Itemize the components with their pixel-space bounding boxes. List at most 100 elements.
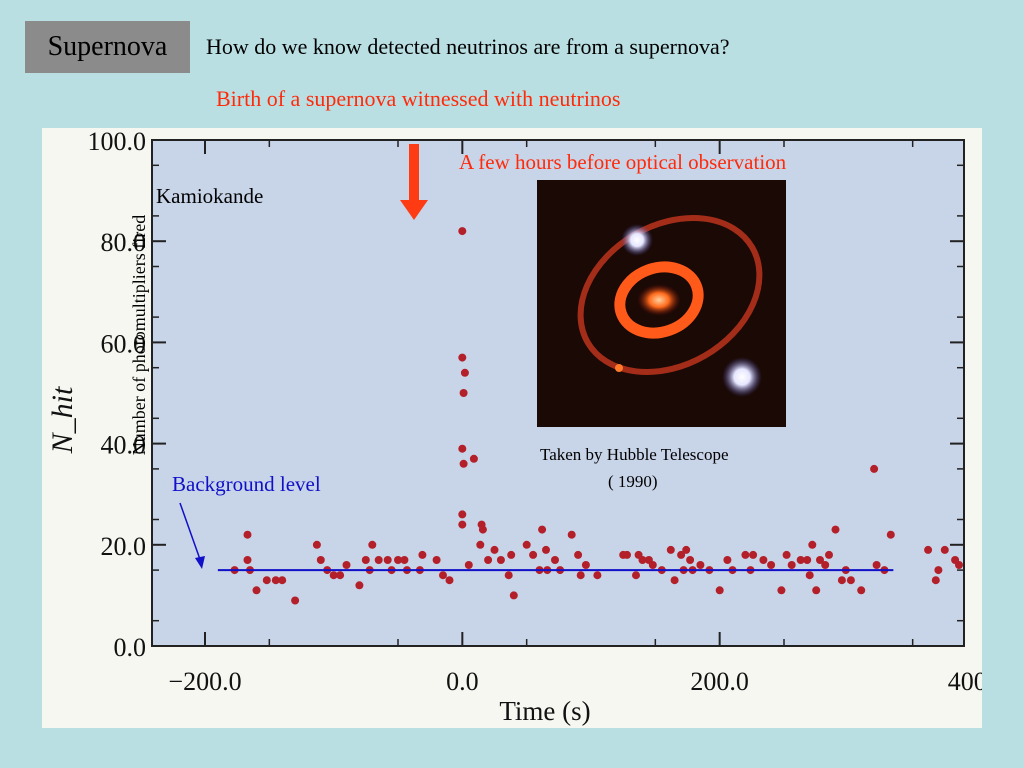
slide-subtitle: Birth of a supernova witnessed with neut… — [216, 86, 621, 111]
slide-tag: Supernova — [25, 21, 190, 73]
data-point — [252, 586, 261, 595]
data-point — [478, 525, 487, 534]
x-tick-label: 400.0 — [948, 667, 982, 696]
data-point — [529, 550, 538, 559]
y-tick-label: 0.0 — [114, 633, 147, 662]
data-point — [262, 576, 271, 585]
data-point — [458, 510, 467, 519]
data-point — [243, 556, 252, 564]
y-tick-label: 20.0 — [101, 532, 147, 561]
y-tick-label: 80.0 — [101, 228, 147, 257]
data-point — [522, 540, 531, 549]
data-point — [759, 556, 768, 564]
y-tick-label: 40.0 — [101, 431, 147, 460]
data-point — [418, 550, 427, 559]
data-point — [507, 550, 516, 559]
data-point — [808, 540, 817, 549]
photo-caption-line1: Taken by Hubble Telescope — [540, 445, 729, 464]
x-tick-label: 0.0 — [446, 667, 479, 696]
data-point — [924, 545, 933, 554]
detector-label: Kamiokande — [156, 184, 264, 208]
data-point — [715, 586, 724, 595]
x-tick-label: −200.0 — [168, 667, 241, 696]
data-point — [496, 556, 505, 564]
data-point — [787, 561, 796, 569]
data-point — [648, 561, 657, 569]
data-point — [821, 561, 830, 569]
data-point — [576, 571, 585, 580]
y-tick-label: 100.0 — [88, 128, 147, 156]
data-point — [567, 530, 576, 539]
data-point — [777, 586, 786, 595]
data-point — [458, 227, 467, 236]
data-point — [368, 540, 377, 549]
data-point — [805, 571, 814, 580]
data-point — [316, 556, 325, 564]
data-point — [686, 556, 695, 564]
x-tick-label: 200.0 — [690, 667, 749, 696]
data-point — [355, 581, 364, 590]
data-point — [458, 444, 467, 453]
data-point — [623, 550, 631, 559]
data-point — [825, 550, 833, 559]
data-point — [581, 561, 590, 569]
red-down-arrow-icon — [400, 144, 428, 220]
data-point — [955, 561, 963, 569]
data-point — [857, 586, 866, 595]
data-point — [638, 556, 647, 564]
x-axis-label: Time (s) — [499, 696, 590, 726]
data-point — [243, 530, 252, 539]
data-point — [271, 576, 280, 585]
data-point — [432, 556, 441, 564]
axis-ticks — [152, 139, 964, 647]
axis-tick-labels: 0.0 20.0 40.0 60.0 80.0 100.0 −200.0 0.0 200.0 40… — [88, 128, 983, 696]
data-point — [812, 586, 821, 595]
data-point — [445, 576, 454, 585]
data-point — [329, 571, 338, 580]
data-point — [666, 545, 675, 554]
photo-caption-line2: ( 1990) — [608, 472, 658, 491]
data-point — [931, 576, 940, 585]
data-point — [394, 556, 402, 564]
data-point — [696, 561, 705, 569]
data-point — [870, 464, 879, 473]
data-point — [459, 389, 468, 397]
data-point — [458, 353, 467, 362]
data-point — [342, 561, 351, 569]
data-point — [278, 576, 287, 585]
data-point — [837, 576, 846, 585]
data-point — [723, 556, 732, 564]
data-point — [682, 545, 691, 554]
data-point — [816, 556, 824, 564]
data-point — [374, 556, 383, 564]
data-point — [383, 556, 392, 564]
data-point — [670, 576, 679, 585]
plot-panel: 0.0 20.0 40.0 60.0 80.0 100.0 −200.0 0.0 200.0 40… — [42, 128, 982, 728]
data-point — [464, 561, 473, 569]
data-point — [846, 576, 855, 585]
data-point — [741, 550, 750, 559]
data-point — [574, 550, 583, 559]
y-axis-label: N_hit — [46, 386, 79, 454]
data-point — [542, 545, 550, 554]
data-point — [458, 520, 467, 529]
data-point — [509, 591, 518, 600]
data-point — [767, 561, 776, 569]
arrow-note: A few hours before optical observation — [459, 150, 787, 174]
supernova-photo — [537, 180, 786, 427]
data-point — [439, 571, 447, 580]
data-point — [831, 525, 840, 534]
data-point — [749, 550, 758, 559]
data-point — [538, 525, 547, 534]
data-point — [677, 550, 686, 559]
data-point — [796, 556, 805, 564]
data-point — [934, 566, 943, 575]
y-tick-label: 60.0 — [101, 329, 147, 358]
data-point — [459, 459, 468, 468]
neutrino-hits-chart: 0.0 20.0 40.0 60.0 80.0 100.0 −200.0 0.0 200.0 40… — [46, 128, 983, 726]
data-point — [476, 540, 485, 549]
data-point — [291, 596, 300, 605]
data-point — [484, 556, 493, 564]
data-point — [400, 556, 409, 564]
data-point — [361, 556, 370, 564]
